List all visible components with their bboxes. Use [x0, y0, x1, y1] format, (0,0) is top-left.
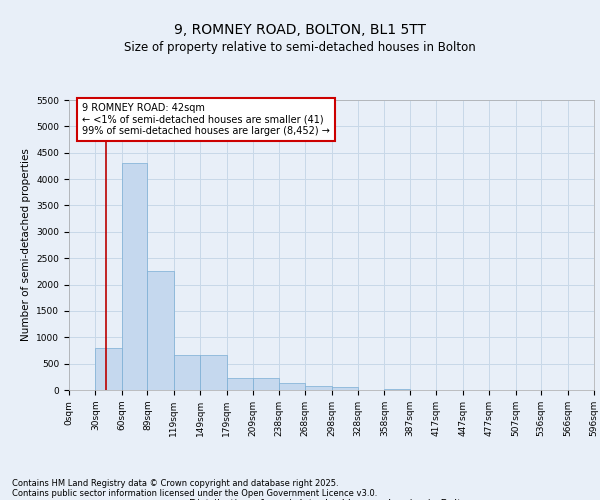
Text: 9 ROMNEY ROAD: 42sqm
← <1% of semi-detached houses are smaller (41)
99% of semi-: 9 ROMNEY ROAD: 42sqm ← <1% of semi-detac… [82, 102, 330, 136]
Bar [227, 378, 253, 390]
Bar [95, 348, 122, 390]
Text: Contains public sector information licensed under the Open Government Licence v3: Contains public sector information licen… [12, 488, 377, 498]
Bar [148, 272, 174, 390]
Bar [122, 164, 148, 390]
Bar [278, 383, 305, 390]
X-axis label: Distribution of semi-detached houses by size in Bolton: Distribution of semi-detached houses by … [189, 498, 474, 500]
Bar [174, 354, 200, 390]
Bar [305, 386, 331, 390]
Bar [385, 389, 410, 390]
Y-axis label: Number of semi-detached properties: Number of semi-detached properties [21, 148, 31, 342]
Bar [200, 354, 227, 390]
Bar [331, 387, 358, 390]
Bar [253, 378, 278, 390]
Text: 9, ROMNEY ROAD, BOLTON, BL1 5TT: 9, ROMNEY ROAD, BOLTON, BL1 5TT [174, 22, 426, 36]
Text: Size of property relative to semi-detached houses in Bolton: Size of property relative to semi-detach… [124, 41, 476, 54]
Text: Contains HM Land Registry data © Crown copyright and database right 2025.: Contains HM Land Registry data © Crown c… [12, 478, 338, 488]
